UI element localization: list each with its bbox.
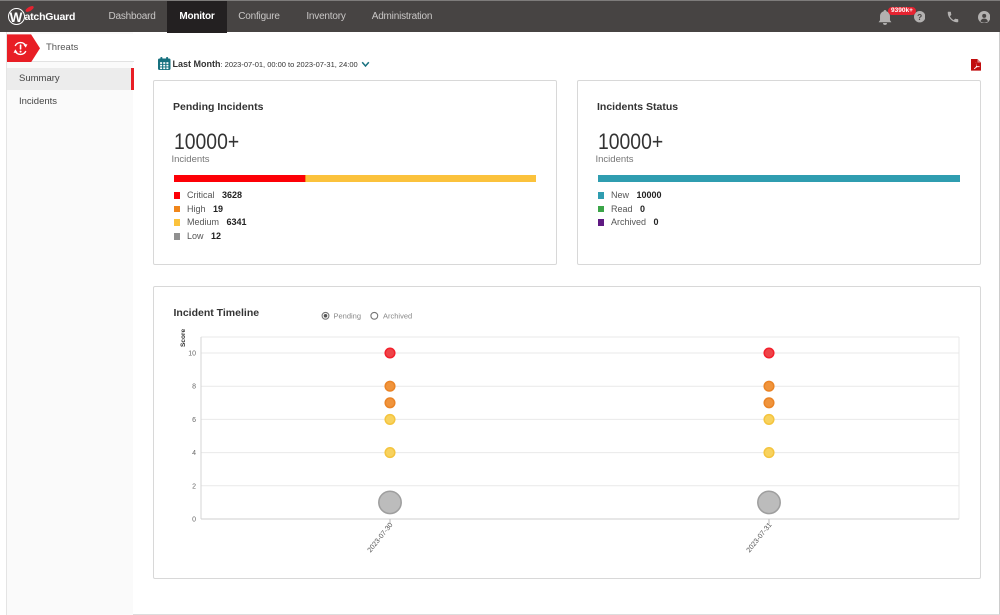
svg-text:Pending: Pending	[334, 312, 362, 321]
svg-text:2023-07-31: 2023-07-31	[746, 522, 774, 554]
svg-text:Score: Score	[180, 329, 187, 347]
svg-text:2: 2	[192, 483, 196, 490]
svg-text:6: 6	[192, 417, 196, 424]
svg-text:?: ?	[917, 12, 922, 22]
svg-text:Archived: Archived	[383, 312, 412, 321]
svg-text:8: 8	[192, 384, 196, 391]
svg-text:2023-07-30: 2023-07-30	[367, 522, 395, 554]
svg-text:0: 0	[192, 517, 196, 524]
svg-text:Incident Timeline: Incident Timeline	[174, 307, 260, 319]
svg-text:10: 10	[188, 351, 196, 358]
svg-text:4: 4	[192, 450, 196, 457]
